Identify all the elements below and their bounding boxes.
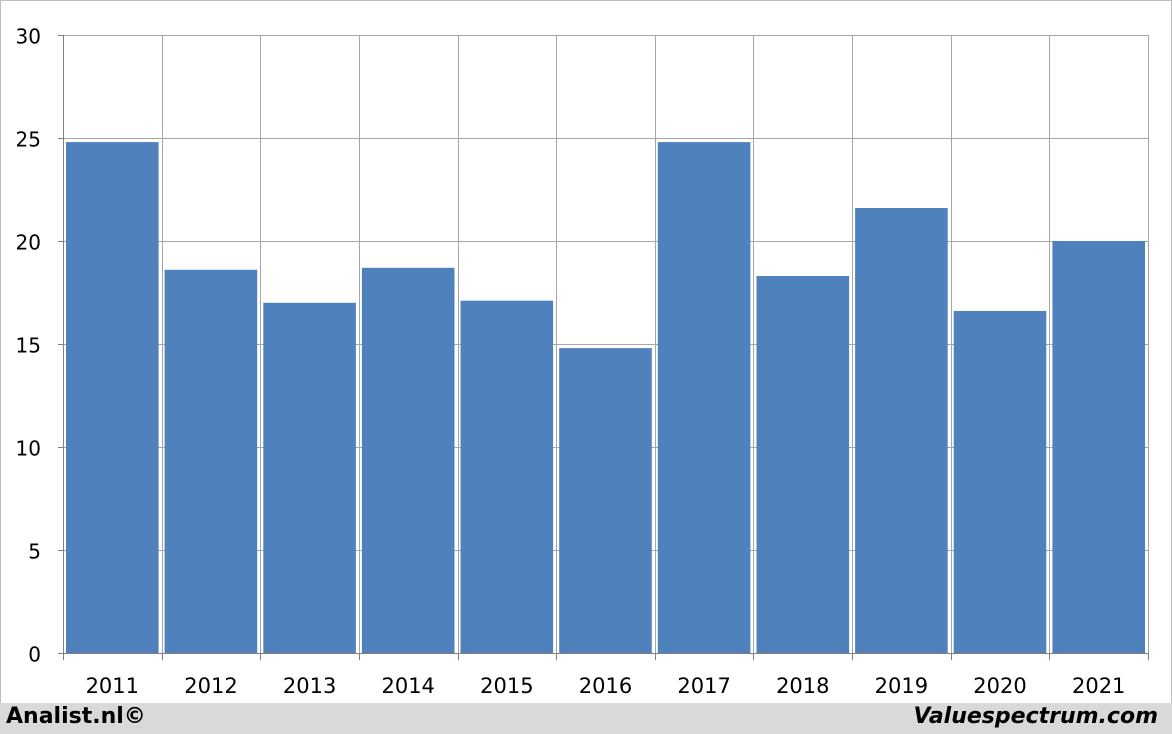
x-tick-label: 2019 [875, 674, 928, 698]
bar-2012 [164, 269, 258, 653]
x-tick-label: 2015 [480, 674, 533, 698]
bar-2019 [855, 208, 948, 653]
x-tick-label: 2020 [973, 674, 1026, 698]
bar-chart: 0 5 10 15 20 25 30 2011 2012 2013 2014 2015 2016 2017… [16, 25, 1149, 698]
y-tick-label: 5 [28, 540, 41, 564]
x-tick-label: 2016 [579, 674, 632, 698]
y-tick-label: 0 [28, 643, 41, 667]
bar-2013 [263, 302, 356, 653]
footer-bar: Analist.nl© Valuespectrum.com [0, 703, 1172, 734]
footer-source-right: Valuespectrum.com [913, 704, 1158, 729]
x-tick-label: 2021 [1072, 674, 1125, 698]
y-tick-label: 10 [16, 437, 41, 461]
x-tick-label: 2017 [677, 674, 730, 698]
bar-2011 [66, 142, 159, 653]
y-tick-label: 15 [16, 334, 41, 358]
x-tick-label: 2011 [86, 674, 139, 698]
bar-2020 [953, 311, 1047, 653]
y-tick-label: 30 [16, 25, 41, 49]
x-tick-label: 2012 [184, 674, 237, 698]
bar-2014 [361, 267, 455, 653]
bar-2021 [1052, 241, 1145, 653]
bar-2018 [756, 276, 850, 653]
bar-2016 [559, 348, 652, 653]
y-tick-label: 20 [16, 231, 41, 255]
footer-source-left: Analist.nl© [6, 704, 146, 729]
y-tick-label: 25 [16, 128, 41, 152]
bar-2015 [460, 300, 554, 653]
x-tick-label: 2014 [381, 674, 434, 698]
x-tick-label: 2018 [776, 674, 829, 698]
x-tick-label: 2013 [283, 674, 336, 698]
bar-2017 [657, 142, 751, 653]
